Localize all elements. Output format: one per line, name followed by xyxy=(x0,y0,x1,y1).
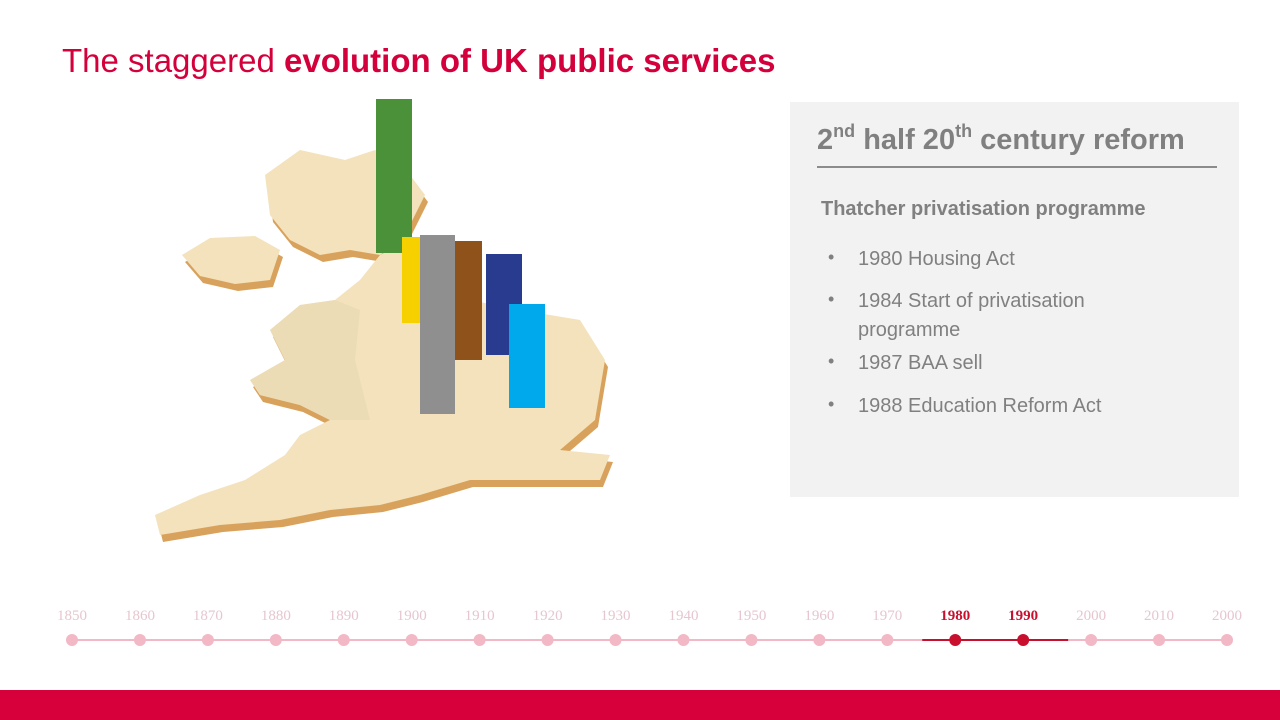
heading-rule xyxy=(817,166,1217,168)
timeline-dot xyxy=(66,634,78,646)
timeline-label: 1920 xyxy=(533,608,563,624)
timeline: 1850 1860 1870 1880 1890 1900 1910 1920 1930 1940… xyxy=(57,608,1242,646)
footer-bar xyxy=(0,690,1280,720)
timeline-dot xyxy=(677,634,690,646)
heading-sup: nd xyxy=(833,121,856,141)
panel-subheading: Thatcher privatisation programme xyxy=(821,198,1146,220)
bar xyxy=(455,241,482,360)
timeline-label: 1880 xyxy=(261,608,291,624)
bullet: • xyxy=(828,351,835,371)
timeline-dot xyxy=(337,634,350,646)
list-item: 1980 Housing Act xyxy=(858,248,1015,270)
timeline-dot xyxy=(473,634,486,646)
timeline-label: 1990 xyxy=(1008,608,1038,624)
timeline-label: 1860 xyxy=(125,608,155,624)
title-bold: evolution of UK public services xyxy=(283,42,776,79)
heading-sup: th xyxy=(955,121,973,141)
timeline-label: 1850 xyxy=(57,608,87,624)
timeline-dot xyxy=(609,634,622,646)
map-bars xyxy=(376,99,545,414)
timeline-label: 1940 xyxy=(668,608,698,624)
info-panel: 2nd half 20th century reform Thatcher pr… xyxy=(790,102,1239,497)
heading-text: 2 xyxy=(817,124,834,156)
timeline-label: 2000 xyxy=(1076,608,1106,624)
timeline-dot xyxy=(1153,634,1166,646)
list-item: 1987 BAA sell xyxy=(858,352,983,374)
timeline-label: 1970 xyxy=(872,608,902,624)
list-item: 1984 Start of privatisation programme xyxy=(858,290,1085,341)
heading-text: century reform xyxy=(972,124,1185,156)
timeline-label: 1930 xyxy=(601,608,631,624)
title: The staggered evolution of UK public ser… xyxy=(62,42,775,80)
bullet: • xyxy=(828,247,835,267)
timeline-label: 1960 xyxy=(804,608,834,624)
timeline-label: 1890 xyxy=(329,608,359,624)
timeline-label: 1870 xyxy=(193,608,223,624)
timeline-label: 1980 xyxy=(940,608,970,624)
heading-text: half 20 xyxy=(855,124,956,156)
bar xyxy=(402,237,422,323)
bullet: • xyxy=(828,289,835,309)
timeline-dot xyxy=(541,634,554,646)
timeline-dot xyxy=(201,634,214,646)
timeline-label: 2000 xyxy=(1212,608,1242,624)
timeline-dot xyxy=(1221,634,1233,646)
bar xyxy=(376,99,412,253)
timeline-label: 1950 xyxy=(736,608,766,624)
timeline-dot xyxy=(269,634,282,646)
timeline-dot xyxy=(1017,634,1030,646)
timeline-dot xyxy=(949,634,962,646)
timeline-label: 1910 xyxy=(465,608,495,624)
panel-heading: 2nd half 20th century reform xyxy=(817,121,1185,157)
timeline-label: 2010 xyxy=(1144,608,1174,624)
timeline-dot xyxy=(881,634,894,646)
list-item: 1988 Education Reform Act xyxy=(858,395,1102,417)
title-text: The staggered xyxy=(62,42,284,79)
bar xyxy=(509,304,545,408)
timeline-dot xyxy=(405,634,418,646)
timeline-dot xyxy=(745,634,758,646)
bullet: • xyxy=(828,394,835,414)
timeline-dot xyxy=(1085,634,1098,646)
timeline-label: 1900 xyxy=(397,608,427,624)
bar xyxy=(420,235,455,414)
timeline-dot xyxy=(133,634,146,646)
timeline-dot xyxy=(813,634,826,646)
